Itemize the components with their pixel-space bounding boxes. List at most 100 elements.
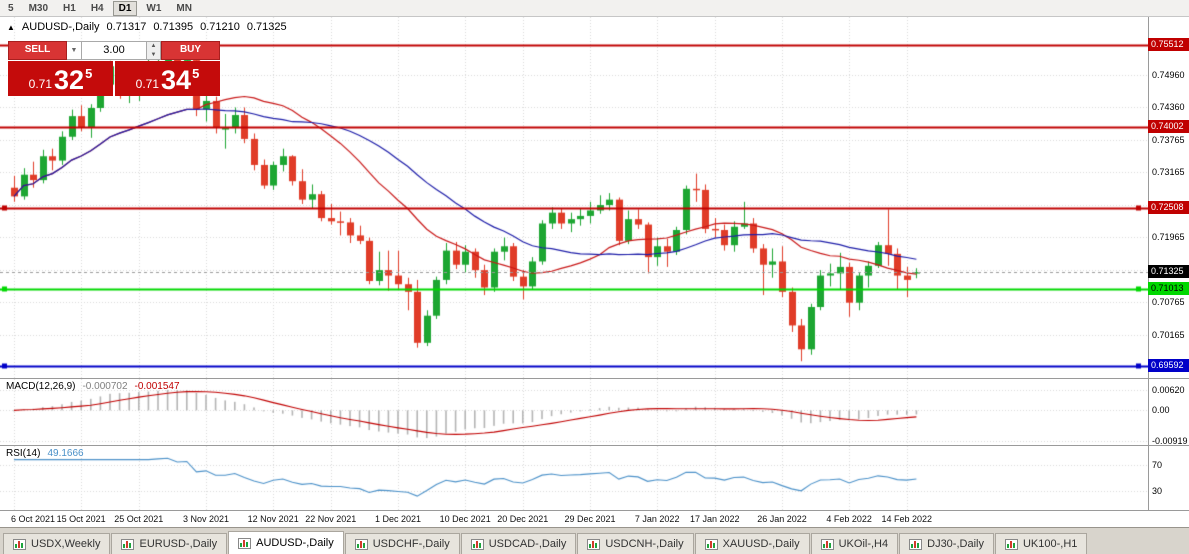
chart-tab-eurusd-daily[interactable]: EURUSD-,Daily bbox=[111, 533, 228, 554]
mini-chart-icon bbox=[909, 538, 923, 550]
rsi-axis-tick: 70 bbox=[1152, 460, 1163, 471]
mini-chart-icon bbox=[121, 538, 135, 550]
price-axis-tick: 0.70165 bbox=[1152, 329, 1185, 340]
chart-tab-usdchf-daily[interactable]: USDCHF-,Daily bbox=[344, 533, 460, 554]
timeframe-button-d1[interactable]: D1 bbox=[112, 0, 138, 16]
macd-axis-tick: 0.00620 bbox=[1152, 384, 1185, 395]
mini-chart-icon bbox=[354, 538, 368, 550]
rsi-axis-tick: 30 bbox=[1152, 485, 1163, 496]
chart-title: AUDUSD-,Daily bbox=[21, 21, 100, 33]
price-axis-tick: 0.74960 bbox=[1152, 69, 1185, 80]
chart-tab-usdcnh-daily[interactable]: USDCNH-,Daily bbox=[577, 533, 694, 554]
chart-tab-uk100-h1[interactable]: UK100-,H1 bbox=[994, 533, 1088, 554]
chart-tab-usdcad-daily[interactable]: USDCAD-,Daily bbox=[460, 533, 577, 554]
price-axis-tick: 0.73765 bbox=[1152, 134, 1185, 145]
volume-increase-button[interactable]: ▲ bbox=[150, 43, 157, 49]
macd-axis-tick: -0.00919 bbox=[1152, 435, 1188, 446]
price-axis-tick: 0.73165 bbox=[1152, 167, 1185, 178]
chart-tab-label: USDX,Weekly bbox=[31, 538, 101, 550]
rsi-value: 49.1666 bbox=[47, 448, 84, 459]
ohlc-low: 0.71210 bbox=[200, 21, 240, 33]
time-axis-label: 3 Nov 2021 bbox=[182, 514, 230, 524]
macd-value-1: -0.000702 bbox=[82, 381, 128, 392]
price-axis-tick: 0.71965 bbox=[1152, 232, 1185, 243]
price-level-badge: 0.72508 bbox=[1148, 200, 1189, 214]
time-axis-divider bbox=[0, 510, 1189, 511]
time-axis-label: 7 Jan 2022 bbox=[634, 514, 680, 524]
time-axis-label: 25 Oct 2021 bbox=[114, 514, 164, 524]
timeframe-button-h1[interactable]: H1 bbox=[63, 2, 76, 14]
rsi-indicator-label: RSI(14) 49.1666 bbox=[6, 448, 84, 459]
chart-tab-label: EURUSD-,Daily bbox=[139, 538, 218, 550]
time-axis-label: 26 Jan 2022 bbox=[757, 514, 807, 524]
one-click-collapse-icon[interactable]: ▲ bbox=[7, 22, 15, 32]
time-axis-label: 6 Oct 2021 bbox=[10, 514, 56, 524]
timeframe-button-w1[interactable]: W1 bbox=[146, 2, 162, 14]
volume-input[interactable]: 3.00 bbox=[82, 41, 147, 60]
chart-tab-xauusd-daily[interactable]: XAUUSD-,Daily bbox=[694, 533, 810, 554]
sell-price-sup: 5 bbox=[85, 66, 93, 81]
chart-tab-usdx-weekly[interactable]: USDX,Weekly bbox=[3, 533, 111, 554]
price-level-badge: 0.74002 bbox=[1148, 119, 1189, 133]
volume-decrease-button[interactable]: ▼ bbox=[150, 51, 157, 58]
macd-value-2: -0.001547 bbox=[134, 381, 180, 392]
price-level-badge: 0.69592 bbox=[1148, 359, 1189, 372]
volume-dropdown-button[interactable]: ▼ bbox=[67, 41, 82, 60]
chart-tab-label: USDCAD-,Daily bbox=[488, 538, 567, 550]
time-axis-label: 29 Dec 2021 bbox=[564, 514, 616, 524]
sell-button[interactable]: SELL bbox=[8, 41, 67, 60]
chart-tab-label: XAUUSD-,Daily bbox=[722, 538, 800, 550]
price-axis-tick: 0.70765 bbox=[1152, 297, 1185, 308]
ohlc-high: 0.71395 bbox=[153, 21, 194, 33]
chart-tab-ukoil-h4[interactable]: UKOil-,H4 bbox=[810, 533, 899, 554]
current-bid-badge: 0.71325 bbox=[1148, 265, 1189, 279]
time-axis-label: 22 Nov 2021 bbox=[305, 514, 357, 524]
mini-chart-icon bbox=[820, 538, 834, 550]
time-axis-label: 17 Jan 2022 bbox=[690, 514, 740, 524]
mini-chart-icon bbox=[13, 538, 26, 550]
chart-header: ▲ AUDUSD-,Daily 0.71317 0.71395 0.71210 … bbox=[7, 21, 287, 33]
timeframe-button-h4[interactable]: H4 bbox=[90, 2, 104, 14]
chart-tab-label: DJ30-,Daily bbox=[927, 538, 984, 550]
ohlc-open: 0.71317 bbox=[106, 21, 147, 33]
sell-price-big: 32 bbox=[54, 65, 85, 95]
chart-tab-label: UK100-,H1 bbox=[1022, 538, 1078, 550]
rsi-panel-divider[interactable] bbox=[0, 445, 1189, 446]
chart-tab-label: AUDUSD-,Daily bbox=[256, 537, 334, 549]
volume-stepper: ▲ ▼ bbox=[147, 41, 161, 60]
buy-price-display[interactable]: 0.71 34 5 bbox=[115, 61, 220, 96]
buy-button[interactable]: BUY bbox=[161, 41, 220, 60]
price-level-badge: 0.75512 bbox=[1148, 37, 1189, 51]
one-click-trading-panel: SELL ▼ 3.00 ▲ ▼ BUY 0.71 32 5 0.71 34 5 bbox=[8, 41, 220, 96]
price-level-badge: 0.71013 bbox=[1148, 281, 1189, 295]
time-axis-label: 4 Feb 2022 bbox=[826, 514, 872, 524]
price-axis-column[interactable] bbox=[1148, 17, 1189, 510]
chart-tab-dj30-daily[interactable]: DJ30-,Daily bbox=[899, 533, 994, 554]
mini-chart-icon bbox=[238, 537, 252, 549]
time-axis-label: 14 Feb 2022 bbox=[881, 514, 933, 524]
mini-chart-icon bbox=[587, 538, 601, 550]
sell-price-base: 0.71 bbox=[28, 77, 53, 91]
macd-panel-divider[interactable] bbox=[0, 378, 1189, 379]
macd-name: MACD(12,26,9) bbox=[6, 381, 76, 392]
price-axis-tick: 0.74360 bbox=[1152, 102, 1185, 113]
timeframe-button-5[interactable]: 5 bbox=[8, 2, 14, 14]
chart-tab-label: USDCNH-,Daily bbox=[605, 538, 684, 550]
time-axis[interactable]: 6 Oct 2021 15 Oct 2021 25 Oct 2021 3 Nov 20… bbox=[0, 511, 1189, 527]
chart-tab-audusd-daily[interactable]: AUDUSD-,Daily bbox=[228, 531, 344, 554]
buy-price-base: 0.71 bbox=[135, 77, 160, 91]
timeframe-button-mn[interactable]: MN bbox=[176, 2, 192, 14]
timeframe-button-m30[interactable]: M30 bbox=[28, 2, 49, 14]
sell-price-display[interactable]: 0.71 32 5 bbox=[8, 61, 113, 96]
rsi-name: RSI(14) bbox=[6, 448, 41, 459]
chart-tab-bar: USDX,Weekly EURUSD-,Daily AUDUSD-,Daily USD… bbox=[0, 527, 1189, 554]
time-axis-label: 20 Dec 2021 bbox=[497, 514, 549, 524]
rsi-panel-canvas[interactable] bbox=[0, 446, 1148, 510]
time-axis-label: 15 Oct 2021 bbox=[56, 514, 106, 524]
ohlc-close: 0.71325 bbox=[246, 21, 287, 33]
macd-panel-canvas[interactable] bbox=[0, 379, 1148, 445]
macd-axis-tick: 0.00 bbox=[1152, 405, 1170, 416]
mini-chart-icon bbox=[470, 538, 484, 550]
mini-chart-icon bbox=[704, 538, 718, 550]
